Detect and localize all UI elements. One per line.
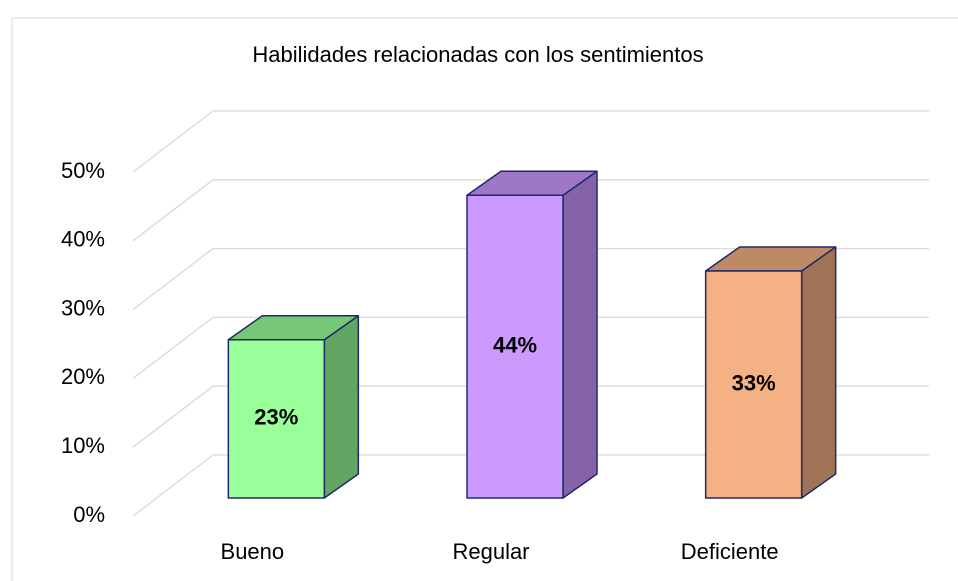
y-tick-label: 50%: [61, 158, 105, 183]
x-tick-label: Deficiente: [681, 539, 779, 564]
chart-title: Habilidades relacionadas con los sentimi…: [252, 42, 703, 67]
grid-line-side: [132, 248, 214, 311]
data-label: 33%: [732, 370, 776, 395]
x-tick-label: Regular: [452, 539, 529, 564]
bar-side: [323, 315, 360, 499]
data-label: 23%: [254, 405, 298, 430]
y-tick-label: 40%: [61, 227, 105, 252]
bar: [466, 194, 564, 499]
grid-line-side: [132, 454, 214, 517]
grid-line-side: [132, 179, 214, 242]
data-label: 44%: [493, 332, 537, 357]
y-tick-label: 10%: [61, 433, 105, 458]
grid-line-side: [132, 110, 214, 173]
bar: [227, 339, 326, 499]
grid-line-side: [132, 385, 214, 448]
bar-side: [800, 246, 837, 499]
grid-line-side: [132, 316, 214, 379]
y-tick-label: 0%: [73, 502, 105, 527]
y-tick-label: 20%: [61, 364, 105, 389]
x-tick-label: Bueno: [221, 539, 285, 564]
y-tick-label: 30%: [61, 295, 105, 320]
bar: [704, 270, 803, 499]
bar-side: [562, 170, 598, 499]
